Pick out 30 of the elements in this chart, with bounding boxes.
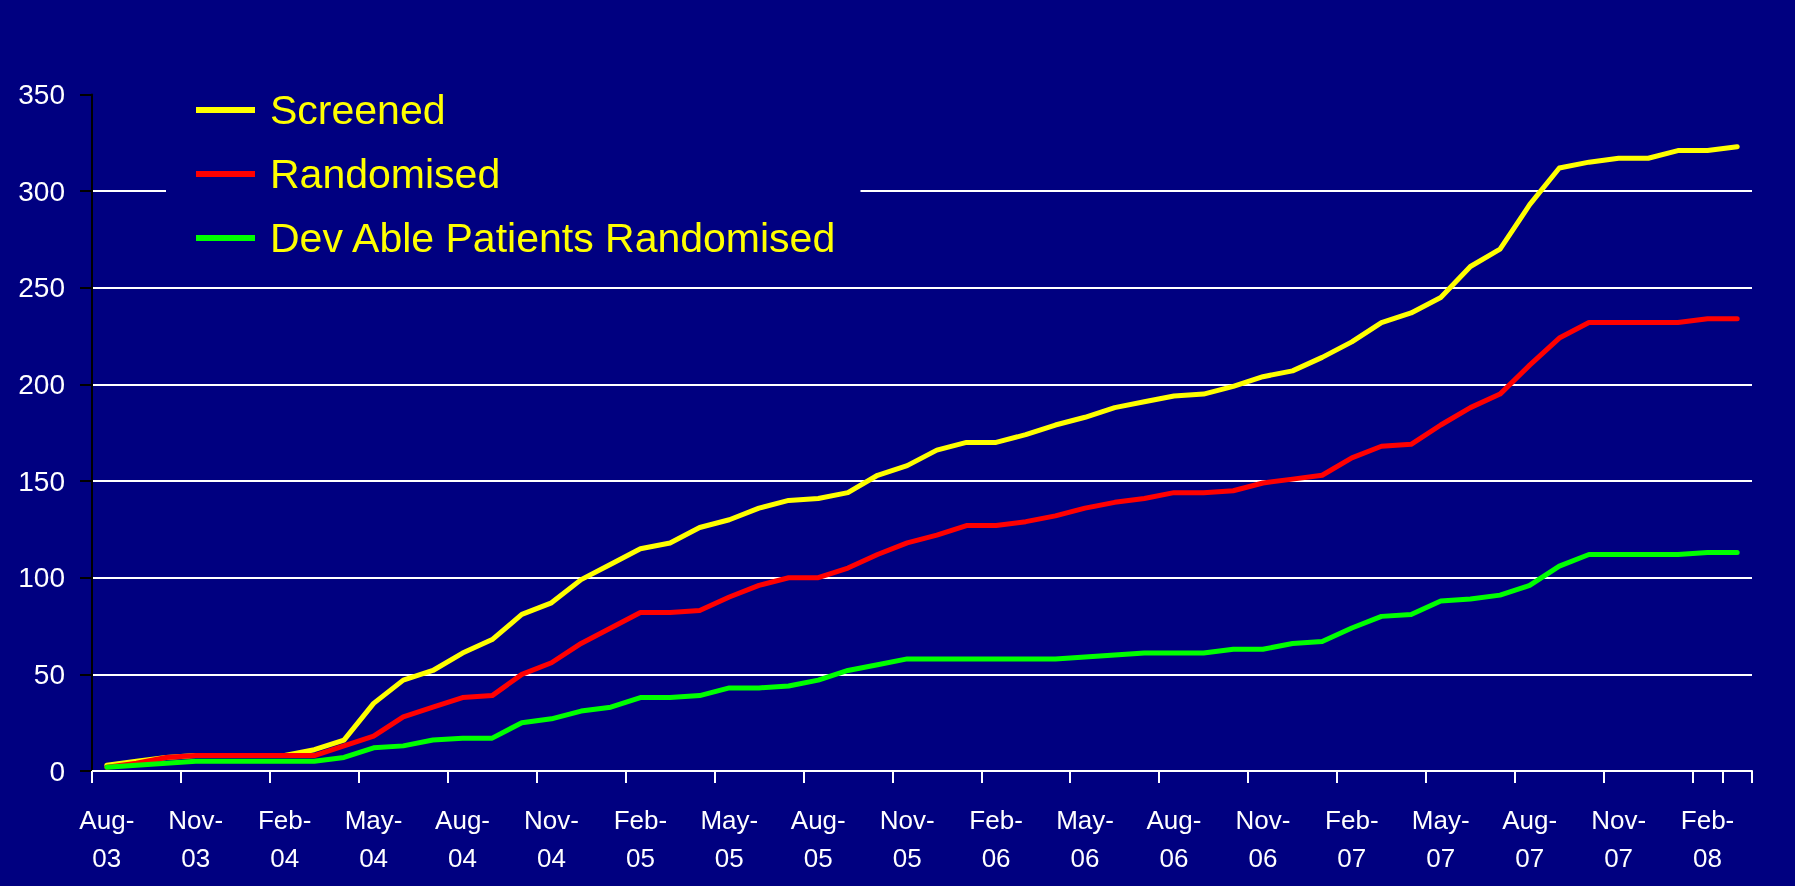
x-tick-label: May-04 [344,805,403,873]
x-tick-label: Nov-04 [524,805,579,873]
x-tick-label: Nov-03 [168,805,224,873]
y-tick-label: 50 [33,658,65,690]
x-tick-label: Aug-06 [1146,805,1202,873]
legend-label: Screened [270,87,446,133]
x-tick-label: Feb-08 [1680,805,1735,873]
x-tick-label: Aug-07 [1502,805,1558,873]
x-tick-label: Feb-05 [613,805,668,873]
x-tick-label: Aug-04 [435,805,490,873]
y-tick-label: 150 [18,465,65,497]
y-tick-label: 350 [18,79,65,110]
x-tick-label: Feb-07 [1325,805,1379,873]
x-tick-label: Aug-05 [790,805,846,873]
x-tick-label: May-07 [1411,805,1470,873]
y-tick-label: 300 [18,175,65,207]
x-tick-label: Feb-04 [257,805,312,873]
y-tick-label: 100 [18,562,65,594]
x-tick-label: Nov-07 [1591,805,1647,873]
legend-label: Dev Able Patients Randomised [270,215,836,261]
y-tick-label: 250 [18,272,65,304]
x-tick-label: Nov-05 [879,805,935,873]
x-tick-label: May-05 [700,805,759,873]
x-tick-label: Aug-03 [79,805,135,873]
y-tick-label: 200 [18,368,65,400]
x-tick-label: Feb-06 [969,805,1023,873]
legend-label: Randomised [270,151,501,197]
x-tick-label: May-06 [1056,805,1114,873]
x-tick-label: Nov-06 [1235,805,1291,873]
y-tick-label: 0 [49,755,65,787]
